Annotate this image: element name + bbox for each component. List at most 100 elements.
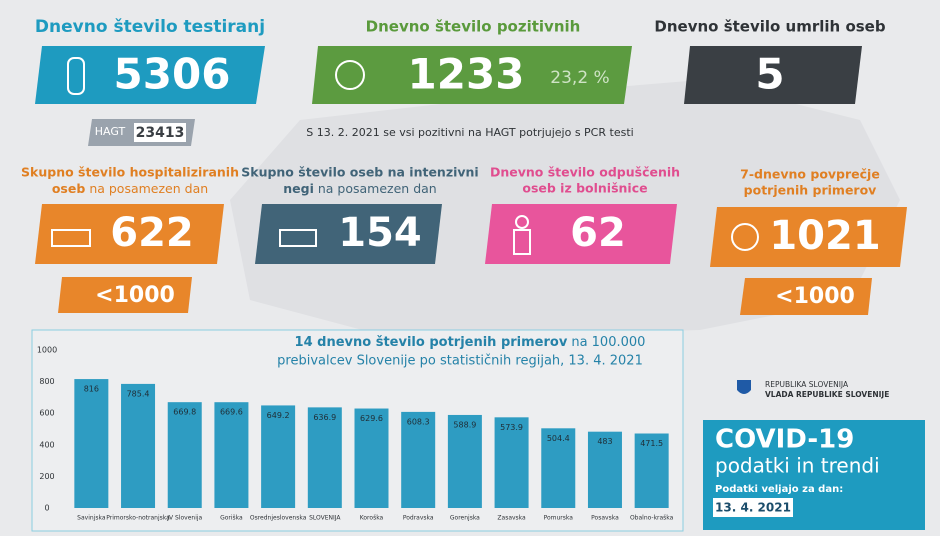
bar bbox=[541, 428, 576, 508]
logo-text: REPUBLIKA SLOVENIJA bbox=[765, 380, 849, 389]
bar bbox=[354, 408, 389, 508]
icon bbox=[51, 229, 91, 247]
threshold-box bbox=[740, 278, 872, 315]
logo-text: VLADA REPUBLIKE SLOVENIJE bbox=[765, 390, 889, 399]
footer-date-label: Podatki veljajo za dan: bbox=[715, 484, 843, 495]
y-tick-label: 800 bbox=[39, 377, 54, 386]
x-tick-label: Pomurska bbox=[544, 515, 574, 522]
icon bbox=[67, 57, 85, 95]
footer-title: COVID-19 bbox=[715, 425, 854, 455]
tile-title: oseb iz bolnišnice bbox=[522, 181, 647, 196]
threshold-box bbox=[58, 277, 192, 313]
icon bbox=[731, 223, 759, 251]
bar-label: 636.9 bbox=[313, 413, 336, 422]
tile-title: Skupno število hospitaliziranih bbox=[21, 165, 239, 180]
tile-value: 1021 bbox=[769, 213, 880, 259]
title-part: negi bbox=[283, 181, 314, 196]
footer-date: 13. 4. 2021 bbox=[715, 501, 791, 515]
x-tick-label: SLOVENIJA bbox=[309, 515, 341, 522]
tile-value: 1233 bbox=[408, 50, 525, 99]
tile-value: 62 bbox=[570, 210, 626, 256]
bar bbox=[634, 433, 669, 508]
bar-label: 588.9 bbox=[453, 420, 476, 429]
bar-label: 471.5 bbox=[640, 439, 663, 448]
hagt-label: HAGT bbox=[95, 125, 126, 138]
bar bbox=[121, 383, 156, 508]
title-suffix: na 100.000 bbox=[571, 335, 645, 350]
tile bbox=[255, 204, 442, 264]
bar-label: 483 bbox=[597, 437, 612, 446]
icon bbox=[335, 60, 365, 90]
bar bbox=[307, 407, 342, 508]
tile-value: 622 bbox=[110, 210, 194, 256]
bar bbox=[261, 405, 296, 508]
bar-label: 573.9 bbox=[500, 423, 523, 432]
x-tick-label: Gorenjska bbox=[450, 515, 480, 522]
tile bbox=[312, 46, 632, 104]
hagt-value-box bbox=[134, 123, 186, 142]
note: S 13. 2. 2021 se vsi pozitivni na HAGT p… bbox=[306, 126, 633, 139]
tile bbox=[710, 207, 907, 267]
icon bbox=[515, 215, 529, 229]
bar-label: 608.3 bbox=[407, 417, 430, 426]
x-tick-label: Zasavska bbox=[497, 515, 526, 522]
footer-date-box bbox=[713, 498, 793, 517]
x-tick-label: Osrednjeslovenska bbox=[250, 515, 307, 522]
x-tick-label: Obalno-kraška bbox=[630, 515, 674, 522]
bar bbox=[74, 379, 109, 508]
tile bbox=[485, 204, 677, 264]
bar-label: 669.8 bbox=[173, 408, 196, 417]
hagt-value: 23413 bbox=[136, 125, 185, 141]
y-tick-label: 1000 bbox=[37, 346, 57, 355]
y-tick-label: 0 bbox=[44, 504, 49, 513]
x-tick-label: Posavska bbox=[591, 515, 619, 522]
tile-title: oseb na posamezen dan bbox=[52, 181, 208, 196]
logo-icon bbox=[737, 380, 751, 394]
chart-subtitle: prebivalcev Slovenije po statističnih re… bbox=[277, 354, 643, 369]
x-tick-label: Podravska bbox=[403, 515, 434, 522]
tile-value: 5 bbox=[755, 50, 784, 99]
bar-chart: 0 200 400 600 800 1000 Savinjska 816 Primorsko-n… bbox=[37, 346, 674, 522]
threshold: <1000 bbox=[95, 283, 175, 308]
x-tick-label: JV Slovenija bbox=[166, 515, 202, 522]
tile-title: Dnevno število pozitivnih bbox=[366, 18, 581, 36]
tile-title: Dnevno število umrlih oseb bbox=[654, 18, 885, 36]
tile-title: potrjenih primerov bbox=[744, 183, 877, 198]
bar bbox=[214, 402, 249, 508]
positive-share: 23,2 % bbox=[550, 68, 609, 88]
y-tick-label: 400 bbox=[39, 440, 54, 449]
title-part: oseb bbox=[52, 181, 86, 196]
title-part: 14 dnevno število potrjenih primerov bbox=[295, 335, 568, 350]
tile bbox=[35, 46, 265, 104]
bar bbox=[167, 402, 202, 508]
footer-subtitle: podatki in trendi bbox=[715, 454, 880, 478]
x-tick-label: Primorsko-notranjska bbox=[106, 515, 170, 522]
icon bbox=[279, 229, 317, 247]
tile bbox=[35, 204, 224, 264]
tile-title: Dnevno število testiranj bbox=[35, 17, 265, 37]
x-tick-label: Koroška bbox=[360, 515, 384, 522]
bar-label: 669.6 bbox=[220, 408, 243, 417]
bar-label: 649.2 bbox=[267, 411, 290, 420]
title-suffix: na posamezen dan bbox=[318, 181, 437, 196]
tile-title: negi na posamezen dan bbox=[283, 181, 436, 196]
tile-value: 154 bbox=[338, 210, 422, 256]
bar-label: 629.6 bbox=[360, 414, 383, 423]
bar-label: 504.4 bbox=[547, 434, 570, 443]
bar bbox=[401, 411, 436, 508]
x-tick-label: Goriška bbox=[220, 515, 243, 522]
tile-title: 7-dnevno povprečje bbox=[740, 167, 880, 182]
bar bbox=[587, 431, 622, 508]
y-tick-label: 600 bbox=[39, 409, 54, 418]
title-suffix: na posamezen dan bbox=[89, 181, 208, 196]
tile bbox=[684, 46, 862, 104]
chart-title: 14 dnevno število potrjenih primerov na 1… bbox=[295, 335, 646, 350]
bar-label: 816 bbox=[84, 385, 99, 394]
tile-value: 5306 bbox=[114, 50, 231, 99]
bar bbox=[494, 417, 529, 508]
bar bbox=[447, 414, 482, 508]
bar-label: 785.4 bbox=[127, 389, 150, 398]
tile-title: Skupno število oseb na intenzivni bbox=[241, 165, 478, 180]
x-tick-label: Savinjska bbox=[77, 515, 106, 522]
